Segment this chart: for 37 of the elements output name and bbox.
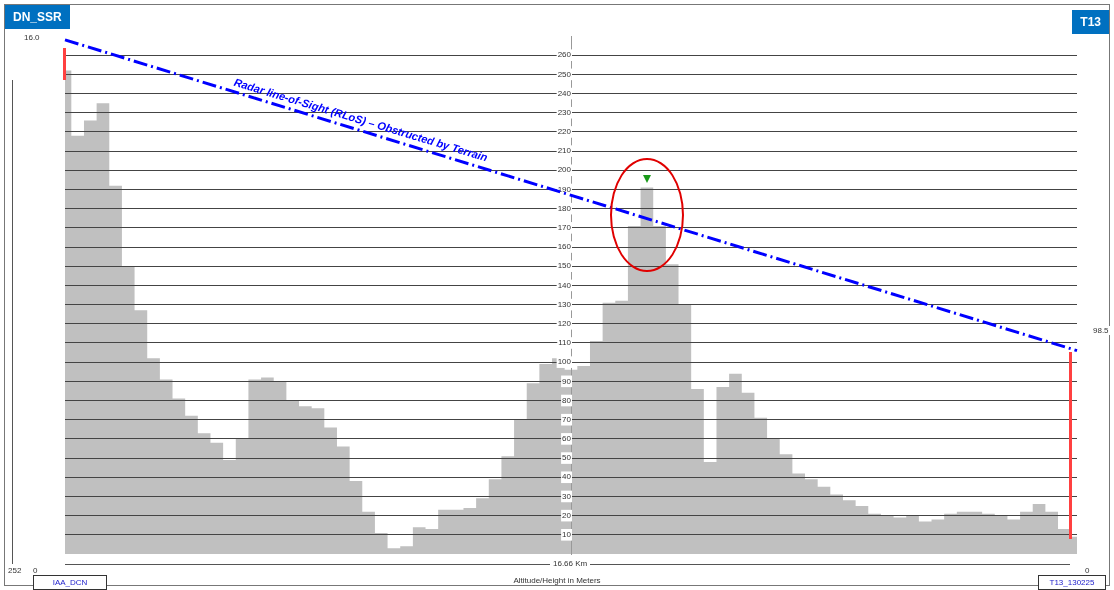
y-tick-label: 40 [562, 472, 572, 482]
text: T13 [1072, 10, 1109, 34]
y-tick-label: 260 [557, 50, 572, 60]
y-tick-label: 140 [557, 280, 572, 290]
y-tick-label: 30 [562, 491, 572, 501]
y-tick-label: 20 [562, 510, 572, 520]
y-tick-label: 110 [558, 338, 572, 348]
y-tick-label: 10 [562, 530, 572, 540]
text: T13_130225 [1038, 575, 1106, 590]
text: 98.5 [1090, 326, 1112, 335]
y-tick-label: 120 [557, 318, 572, 328]
y-tick-label: 170 [557, 223, 572, 233]
y-tick-label: 100 [557, 357, 572, 367]
y-tick-label: 190 [557, 184, 572, 194]
text: 16.0 [24, 33, 40, 42]
y-tick-label: 80 [562, 395, 572, 405]
y-tick-label: 70 [562, 414, 572, 424]
y-tick-label: 200 [557, 165, 572, 175]
y-tick-label: 210 [557, 146, 572, 156]
text: DN_SSR [5, 5, 70, 29]
text: 0 [1085, 566, 1090, 575]
text: 252 [8, 566, 22, 575]
y-tick-label: 60 [562, 434, 572, 444]
y-tick-label: 90 [562, 376, 572, 386]
y-tick-label: 220 [557, 127, 572, 137]
y-tick-label: 50 [562, 453, 572, 463]
y-tick-label: 250 [557, 69, 572, 79]
y-tick-label: 130 [557, 299, 572, 309]
text: 16.66 Km [550, 559, 591, 568]
y-tick-label: 230 [557, 107, 572, 117]
text: 0 [33, 566, 38, 575]
y-tick-label: 240 [557, 88, 572, 98]
y-tick-label: 150 [557, 261, 572, 271]
x-axis-title: Altitude/Height in Meters [513, 576, 601, 585]
text: IAA_DCN [33, 575, 107, 590]
y-tick-label: 160 [557, 242, 572, 252]
y-tick-label: 180 [557, 203, 572, 213]
